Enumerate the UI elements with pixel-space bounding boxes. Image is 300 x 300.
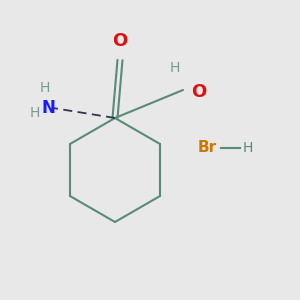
Text: O: O bbox=[191, 83, 206, 101]
Text: H: H bbox=[170, 61, 180, 75]
Text: Br: Br bbox=[197, 140, 217, 155]
Text: H: H bbox=[40, 81, 50, 95]
Text: H: H bbox=[243, 141, 253, 155]
Text: O: O bbox=[112, 32, 128, 50]
Text: N: N bbox=[41, 99, 55, 117]
Text: H: H bbox=[30, 106, 40, 120]
